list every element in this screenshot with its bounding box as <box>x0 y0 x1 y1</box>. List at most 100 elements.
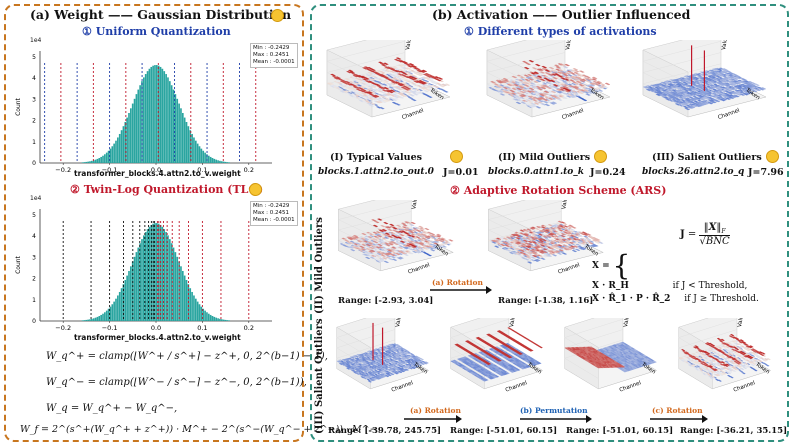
uniform-quantization-title: ① Uniform Quantization <box>82 25 231 38</box>
histogram-bar <box>91 160 93 163</box>
surface-cell <box>523 233 530 236</box>
surface-cell <box>383 236 390 239</box>
mild-range-before: Range: [-2.93, 3.04] <box>338 296 434 306</box>
histogram-bar <box>204 152 206 163</box>
surface-cell <box>528 60 535 63</box>
surface-cell <box>588 242 594 245</box>
surface-cell <box>375 246 381 249</box>
surface-cell <box>401 230 407 233</box>
j-formula: J = ‖X‖F √BNC <box>680 222 730 247</box>
surface-cell <box>710 100 717 104</box>
surface-cell <box>521 237 528 240</box>
surface-cell <box>437 77 444 80</box>
surface-cell <box>402 353 407 356</box>
histogram-bar <box>222 319 225 321</box>
surface-cell <box>367 380 373 383</box>
surface-cell <box>569 234 576 238</box>
surface-cell <box>341 237 347 240</box>
histogram-bar <box>135 94 138 163</box>
surface-cell <box>535 98 542 101</box>
surface-cell <box>366 102 373 106</box>
histogram-bar <box>185 279 188 321</box>
surface-cell <box>378 229 385 232</box>
histogram-bar <box>157 65 160 163</box>
surface-cell <box>419 70 426 73</box>
surface-cell <box>532 251 539 254</box>
x-formula-case2: X · R̂_1 · P · R̂_2 <box>592 294 671 304</box>
surface-cell <box>365 100 371 104</box>
surface-cell <box>520 101 527 104</box>
surface-cell <box>390 241 396 244</box>
surface-cell <box>528 78 534 81</box>
surface-cell <box>353 82 360 85</box>
surface-cell <box>392 236 399 240</box>
surface-cell <box>544 103 551 107</box>
surface-cell <box>562 222 568 226</box>
surface-cell <box>526 228 532 231</box>
surface-cell <box>535 232 542 235</box>
histogram-xlabel-2: transformer_blocks.4.attn2.to_v.weight <box>74 333 241 342</box>
surface-cell <box>365 244 372 247</box>
x-tick-label: −0.1 <box>102 324 118 332</box>
surface-cell <box>530 72 537 75</box>
histogram-bar <box>92 318 95 321</box>
surface-cell <box>742 93 749 96</box>
surface-cell <box>510 81 517 84</box>
surface-cell <box>414 236 421 239</box>
surface-cell <box>569 245 576 248</box>
surface-cell <box>651 87 657 90</box>
surface-cell <box>555 250 561 253</box>
surface-cell <box>518 352 524 355</box>
surface-cell <box>516 241 522 244</box>
histogram-bar <box>170 243 173 321</box>
histogram-bar <box>193 137 195 163</box>
surface-cell <box>382 240 389 243</box>
surface-cell <box>539 244 546 247</box>
surface-cell <box>363 99 370 102</box>
surface-cell <box>559 88 566 91</box>
surface-cell <box>411 88 418 91</box>
surface-cell <box>398 96 405 99</box>
surface-cell <box>586 233 592 236</box>
surface-cell <box>407 70 413 73</box>
surface-cell <box>558 235 565 239</box>
surface-cell <box>370 90 376 94</box>
surface-cell <box>376 235 383 238</box>
surface-cell <box>381 237 387 240</box>
surface-cell <box>405 350 410 353</box>
surface-cell <box>364 256 371 260</box>
surface-cell <box>404 232 410 235</box>
y-tick-label: 0 <box>32 160 36 167</box>
surface-cell <box>561 72 568 75</box>
weight-panel <box>4 4 304 442</box>
histogram-bar <box>189 288 192 321</box>
histogram-bar <box>217 160 219 163</box>
x-formula: X = { X · R_H if J < Threshold, X · R̂_1… <box>592 249 759 305</box>
histogram-bar <box>85 319 88 321</box>
surface-cell <box>541 255 548 258</box>
formula-line-2: W_q^− = clamp(⌊W^− / s^−⌉ − z^−, 0, 2^(b… <box>46 377 307 388</box>
surface-cell <box>351 88 358 91</box>
surface-cell <box>484 378 489 381</box>
surface-cell <box>493 83 500 86</box>
surface-cell <box>502 77 509 81</box>
histogram-bar <box>170 85 173 163</box>
surface-cell <box>514 252 521 255</box>
grid-line <box>564 358 599 379</box>
surface-cell <box>371 95 378 98</box>
surface-cell <box>369 78 376 81</box>
surface-cell <box>569 238 576 241</box>
surface-cell <box>760 87 767 90</box>
surface-cell <box>409 94 415 97</box>
surface-cell <box>739 93 746 96</box>
surface-cell <box>372 240 379 244</box>
histogram-bar <box>213 316 216 321</box>
histogram-bar <box>202 308 205 321</box>
surface-cell <box>395 343 401 347</box>
histogram-bar <box>157 223 160 321</box>
surface-cell <box>364 238 370 241</box>
surface-cell <box>697 75 704 78</box>
